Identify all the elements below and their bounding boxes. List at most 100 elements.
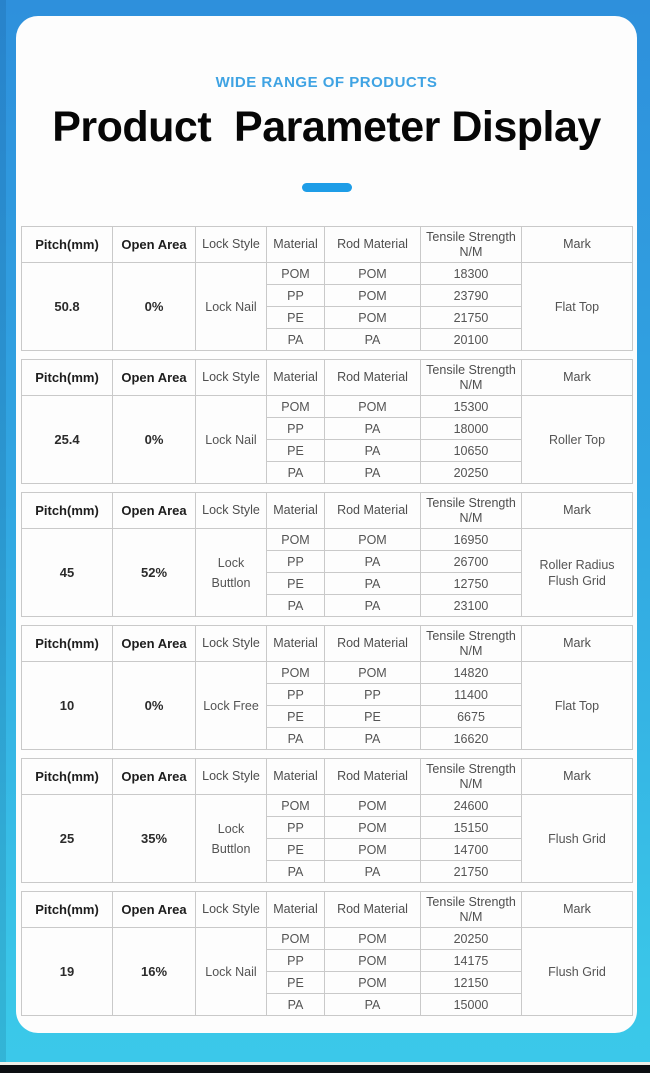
material-cell: POM bbox=[266, 927, 325, 950]
open-area-cell: 0% bbox=[112, 262, 196, 351]
header-cell-material: Material bbox=[266, 492, 325, 529]
tensile-strength-cell: 12150 bbox=[420, 971, 522, 994]
material-cell: PA bbox=[266, 461, 325, 484]
pitch-cell: 19 bbox=[21, 927, 113, 1016]
table-data-row: 45 52% Lock Buttlon POM POM 16950 Roller Radiu… bbox=[21, 528, 633, 617]
lock-style-cell: Lock Free bbox=[195, 661, 267, 750]
table-header-row: Pitch(mm) Open Area Lock Style Material Rod … bbox=[21, 359, 633, 396]
tensile-strength-cell: 20100 bbox=[420, 328, 522, 351]
tensile-strength-cell: 20250 bbox=[420, 461, 522, 484]
tensile-strength-cell: 15300 bbox=[420, 395, 522, 418]
header-cell-pitch-mm-: Pitch(mm) bbox=[21, 891, 113, 928]
header-cell-tensile-strength: Tensile Strength N/M bbox=[420, 891, 522, 928]
header-cell-tensile-strength: Tensile Strength N/M bbox=[420, 492, 522, 529]
material-cell: PA bbox=[266, 594, 325, 617]
accent-dash bbox=[301, 183, 352, 192]
tensile-strength-cell: 26700 bbox=[420, 550, 522, 573]
header-cell-rod-material: Rod Material bbox=[324, 226, 421, 263]
header-cell-mark: Mark bbox=[521, 758, 633, 795]
header-cell-lock-style: Lock Style bbox=[195, 758, 267, 795]
rod-material-cell: POM bbox=[324, 395, 421, 418]
lock-style-cell: Lock Buttlon bbox=[195, 528, 267, 617]
header-cell-pitch-mm-: Pitch(mm) bbox=[21, 758, 113, 795]
table-data-row: PP POM 15150 bbox=[22, 816, 633, 839]
material-cell: PE bbox=[266, 306, 325, 329]
header-cell-mark: Mark bbox=[521, 492, 633, 529]
rod-material-cell: POM bbox=[324, 927, 421, 950]
mark-cell: Flat Top bbox=[521, 262, 633, 351]
rod-material-cell: POM bbox=[324, 794, 421, 817]
material-cell: PE bbox=[266, 838, 325, 861]
table-data-row: PP PA 26700 bbox=[22, 550, 633, 573]
table-header-row: Pitch(mm) Open Area Lock Style Material Rod … bbox=[21, 226, 633, 263]
material-cell: PA bbox=[266, 328, 325, 351]
rod-material-cell: PP bbox=[324, 683, 421, 706]
material-cell: PE bbox=[266, 971, 325, 994]
header-cell-material: Material bbox=[266, 625, 325, 662]
tensile-strength-cell: 24600 bbox=[420, 794, 522, 817]
tensile-strength-cell: 16620 bbox=[420, 727, 522, 750]
header-cell-lock-style: Lock Style bbox=[195, 359, 267, 396]
header-cell-open-area: Open Area bbox=[112, 891, 196, 928]
header-cell-lock-style: Lock Style bbox=[195, 891, 267, 928]
pitch-cell: 50.8 bbox=[21, 262, 113, 351]
header-cell-material: Material bbox=[266, 359, 325, 396]
tensile-strength-cell: 21750 bbox=[420, 860, 522, 883]
product-parameter-table-2: Pitch(mm) Open Area Lock Style Material Rod … bbox=[21, 359, 633, 484]
header-cell-mark: Mark bbox=[521, 891, 633, 928]
header-cell-mark: Mark bbox=[521, 625, 633, 662]
open-area-cell: 0% bbox=[112, 661, 196, 750]
open-area-cell: 35% bbox=[112, 794, 196, 883]
table-header-row: Pitch(mm) Open Area Lock Style Material Rod … bbox=[21, 492, 633, 529]
material-cell: PA bbox=[266, 993, 325, 1016]
mark-cell: Flat Top bbox=[521, 661, 633, 750]
tensile-strength-cell: 23790 bbox=[420, 284, 522, 307]
pitch-cell: 25.4 bbox=[21, 395, 113, 484]
tensile-strength-cell: 14820 bbox=[420, 661, 522, 684]
rod-material-cell: PA bbox=[324, 439, 421, 462]
table-data-row: 25.4 0% Lock Nail POM POM 15300 Roller Top bbox=[21, 395, 633, 484]
tensile-strength-cell: 23100 bbox=[420, 594, 522, 617]
product-parameter-table-6: Pitch(mm) Open Area Lock Style Material Rod … bbox=[21, 891, 633, 1016]
material-cell: POM bbox=[266, 794, 325, 817]
table-data-row: 50.8 0% Lock Nail POM POM 18300 Flat Top bbox=[21, 262, 633, 351]
tensile-strength-cell: 6675 bbox=[420, 705, 522, 728]
header-cell-mark: Mark bbox=[521, 226, 633, 263]
material-cell: PE bbox=[266, 705, 325, 728]
tensile-strength-cell: 18300 bbox=[420, 262, 522, 285]
tensile-strength-cell: 12750 bbox=[420, 572, 522, 595]
header-cell-tensile-strength: Tensile Strength N/M bbox=[420, 625, 522, 662]
open-area-cell: 52% bbox=[112, 528, 196, 617]
material-cell: PA bbox=[266, 727, 325, 750]
rod-material-cell: POM bbox=[324, 306, 421, 329]
rod-material-cell: PA bbox=[324, 328, 421, 351]
table-data-row: 25 35% Lock Buttlon POM POM 24600 Flush Grid bbox=[21, 794, 633, 883]
header-cell-open-area: Open Area bbox=[112, 359, 196, 396]
table-header-row: Pitch(mm) Open Area Lock Style Material Rod … bbox=[21, 891, 633, 928]
table-data-row: PA PA 16620 bbox=[22, 727, 633, 750]
table-data-row: PE POM 21750 bbox=[22, 306, 633, 329]
material-cell: POM bbox=[266, 661, 325, 684]
rod-material-cell: POM bbox=[324, 971, 421, 994]
material-cell: PP bbox=[266, 816, 325, 839]
rod-material-cell: POM bbox=[324, 661, 421, 684]
table-data-row: PP POM 14175 bbox=[22, 949, 633, 972]
material-cell: PE bbox=[266, 572, 325, 595]
mark-cell: Roller Top bbox=[521, 395, 633, 484]
material-cell: POM bbox=[266, 395, 325, 418]
product-parameter-table-5: Pitch(mm) Open Area Lock Style Material Rod … bbox=[21, 758, 633, 883]
pitch-cell: 10 bbox=[21, 661, 113, 750]
rod-material-cell: POM bbox=[324, 528, 421, 551]
tensile-strength-cell: 14700 bbox=[420, 838, 522, 861]
material-cell: PP bbox=[266, 417, 325, 440]
material-cell: PP bbox=[266, 949, 325, 972]
rod-material-cell: POM bbox=[324, 838, 421, 861]
product-parameter-table-4: Pitch(mm) Open Area Lock Style Material Rod … bbox=[21, 625, 633, 750]
header-cell-mark: Mark bbox=[521, 359, 633, 396]
tensile-strength-cell: 15000 bbox=[420, 993, 522, 1016]
header-cell-tensile-strength: Tensile Strength N/M bbox=[420, 226, 522, 263]
header-cell-tensile-strength: Tensile Strength N/M bbox=[420, 359, 522, 396]
pitch-cell: 25 bbox=[21, 794, 113, 883]
bottom-light-strip bbox=[0, 1062, 650, 1065]
header-cell-lock-style: Lock Style bbox=[195, 226, 267, 263]
